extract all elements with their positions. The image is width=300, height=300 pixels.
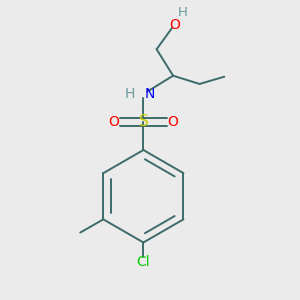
- Text: Cl: Cl: [136, 255, 150, 269]
- Text: O: O: [169, 17, 180, 32]
- Text: H: H: [178, 6, 188, 20]
- Text: O: O: [108, 115, 119, 129]
- Text: H: H: [125, 87, 135, 101]
- Text: S: S: [139, 114, 148, 129]
- Text: O: O: [168, 115, 178, 129]
- Text: N: N: [145, 87, 155, 101]
